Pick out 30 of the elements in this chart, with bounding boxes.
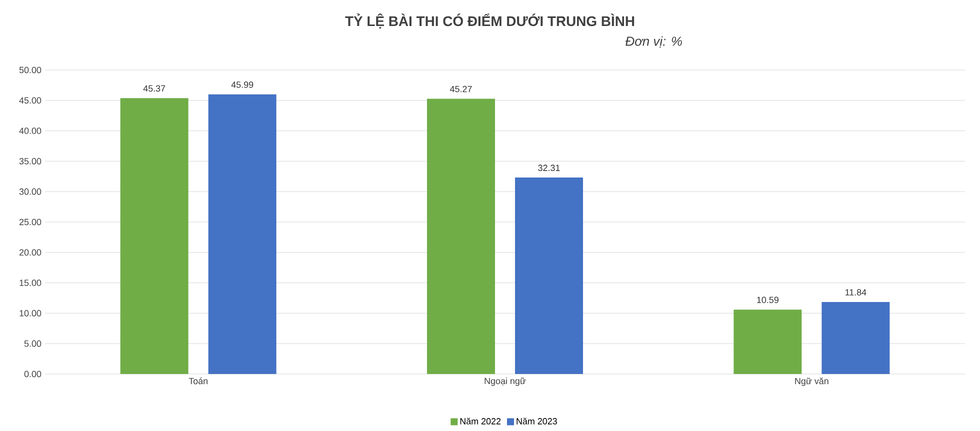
bar bbox=[427, 98, 496, 374]
y-tick-label: 45.00 bbox=[19, 97, 42, 104]
x-tick-label: Toán bbox=[188, 378, 208, 384]
y-tick-label: 35.00 bbox=[19, 158, 42, 164]
y-tick-label: 10.00 bbox=[20, 310, 42, 316]
x-tick-label: Ngoại ngữ bbox=[484, 378, 526, 386]
data-label: 45.99 bbox=[231, 82, 254, 88]
bar bbox=[208, 94, 276, 374]
y-tick-label: 50.00 bbox=[19, 66, 42, 74]
chart-title: TỶ LỆ BÀI THI CÓ ĐIỂM DƯỚI TRUNG BÌNH bbox=[345, 13, 634, 28]
chart-subtitle: Đơn vị: % bbox=[625, 36, 682, 48]
data-label: 32.31 bbox=[538, 164, 560, 172]
y-tick-label: 40.00 bbox=[19, 128, 42, 134]
y-tick-label: 20.00 bbox=[19, 249, 42, 256]
data-label: 45.37 bbox=[143, 85, 166, 92]
y-tick-label: 0.00 bbox=[24, 370, 42, 378]
y-tick-label: 15.00 bbox=[20, 280, 42, 286]
y-tick-label: 25.00 bbox=[19, 218, 42, 226]
legend-label: Năm 2023 bbox=[516, 418, 557, 424]
legend-label: Năm 2022 bbox=[460, 418, 501, 424]
bar bbox=[822, 302, 890, 374]
data-label: 10.59 bbox=[757, 296, 778, 304]
x-tick-label: Ngữ văn bbox=[795, 378, 828, 386]
y-tick-label: 30.00 bbox=[19, 188, 42, 195]
bar bbox=[120, 98, 188, 374]
data-label: 45.27 bbox=[450, 86, 472, 92]
y-tick-label: 5.00 bbox=[24, 340, 42, 347]
bar bbox=[515, 178, 584, 374]
bar bbox=[734, 310, 802, 374]
data-label: 11.84 bbox=[845, 289, 866, 296]
